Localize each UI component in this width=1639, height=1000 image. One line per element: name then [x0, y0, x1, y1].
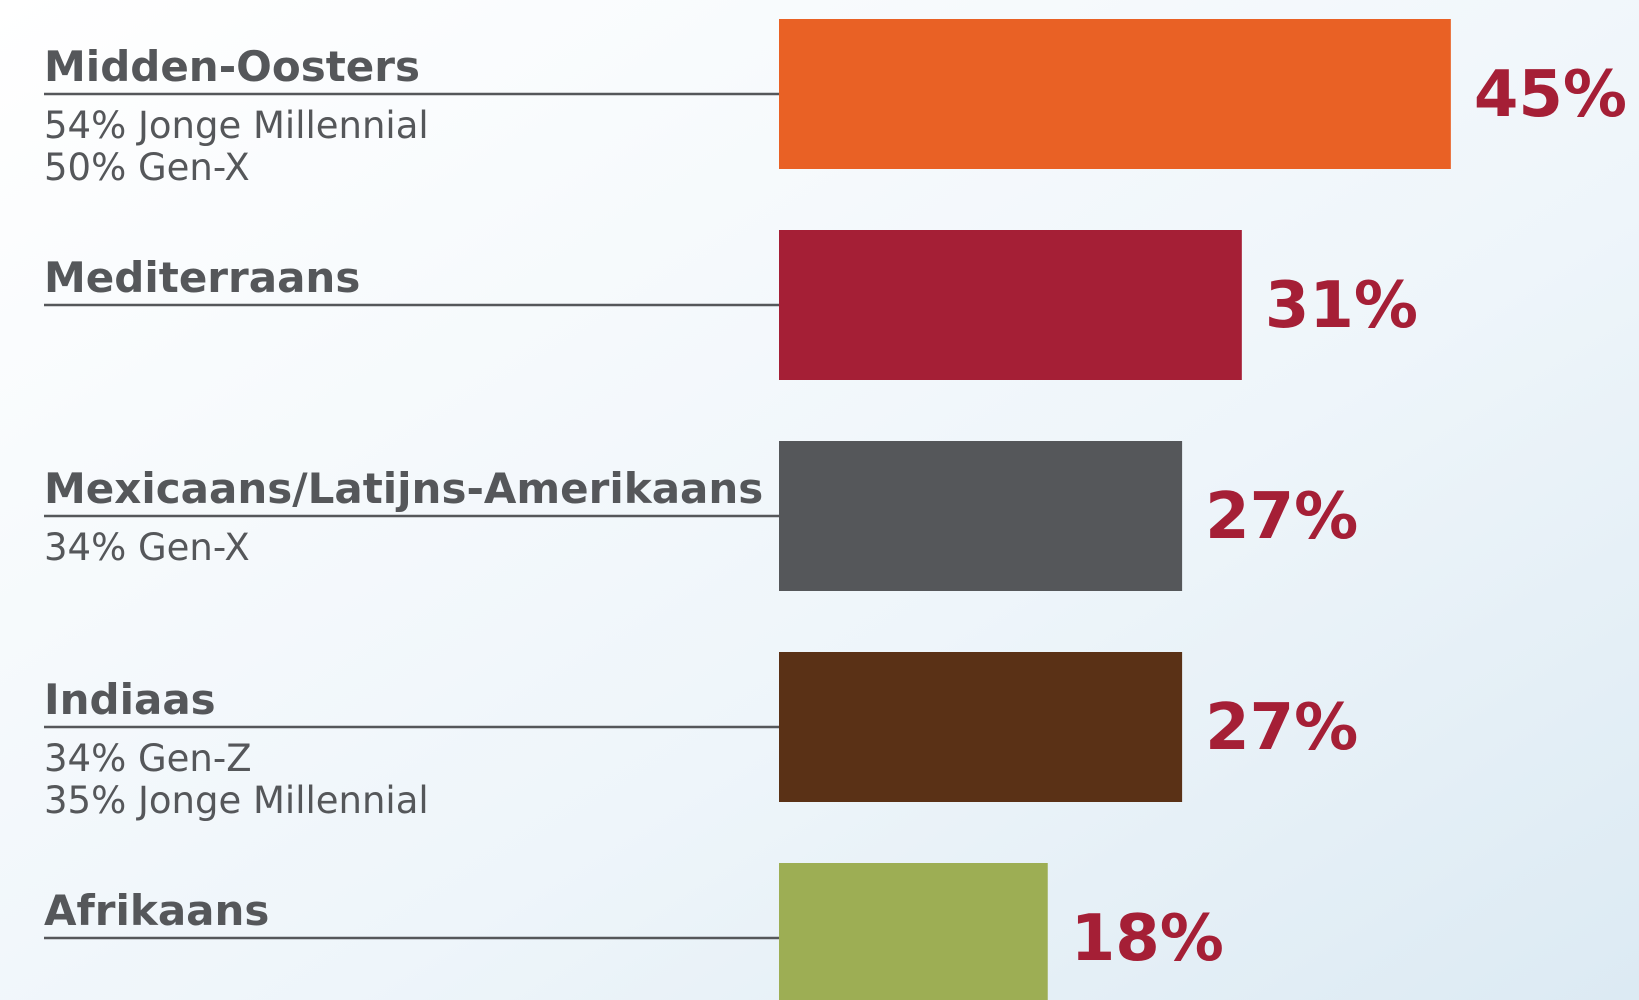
note: 50% Gen-X — [44, 146, 250, 189]
value-label: 27% — [1205, 691, 1358, 765]
bar — [779, 863, 1048, 1000]
bar — [779, 441, 1183, 591]
category-label: Indiaas — [44, 675, 216, 724]
category-label: Mexicaans/Latijns-Amerikaans — [44, 464, 763, 513]
category-label: Mediterraans — [44, 253, 360, 302]
bar — [779, 230, 1242, 380]
value-label: 27% — [1205, 480, 1358, 554]
note: 34% Gen-X — [44, 526, 250, 569]
value-label: 18% — [1071, 902, 1224, 976]
note: 34% Gen-Z — [44, 737, 252, 780]
bar — [779, 652, 1183, 802]
note: 54% Jonge Millennial — [44, 104, 429, 147]
value-label: 31% — [1265, 269, 1418, 343]
category-label: Afrikaans — [44, 886, 269, 935]
category-label: Midden-Oosters — [44, 42, 420, 91]
bar — [779, 19, 1451, 169]
note: 35% Jonge Millennial — [44, 779, 429, 822]
value-label: 45% — [1474, 58, 1627, 132]
